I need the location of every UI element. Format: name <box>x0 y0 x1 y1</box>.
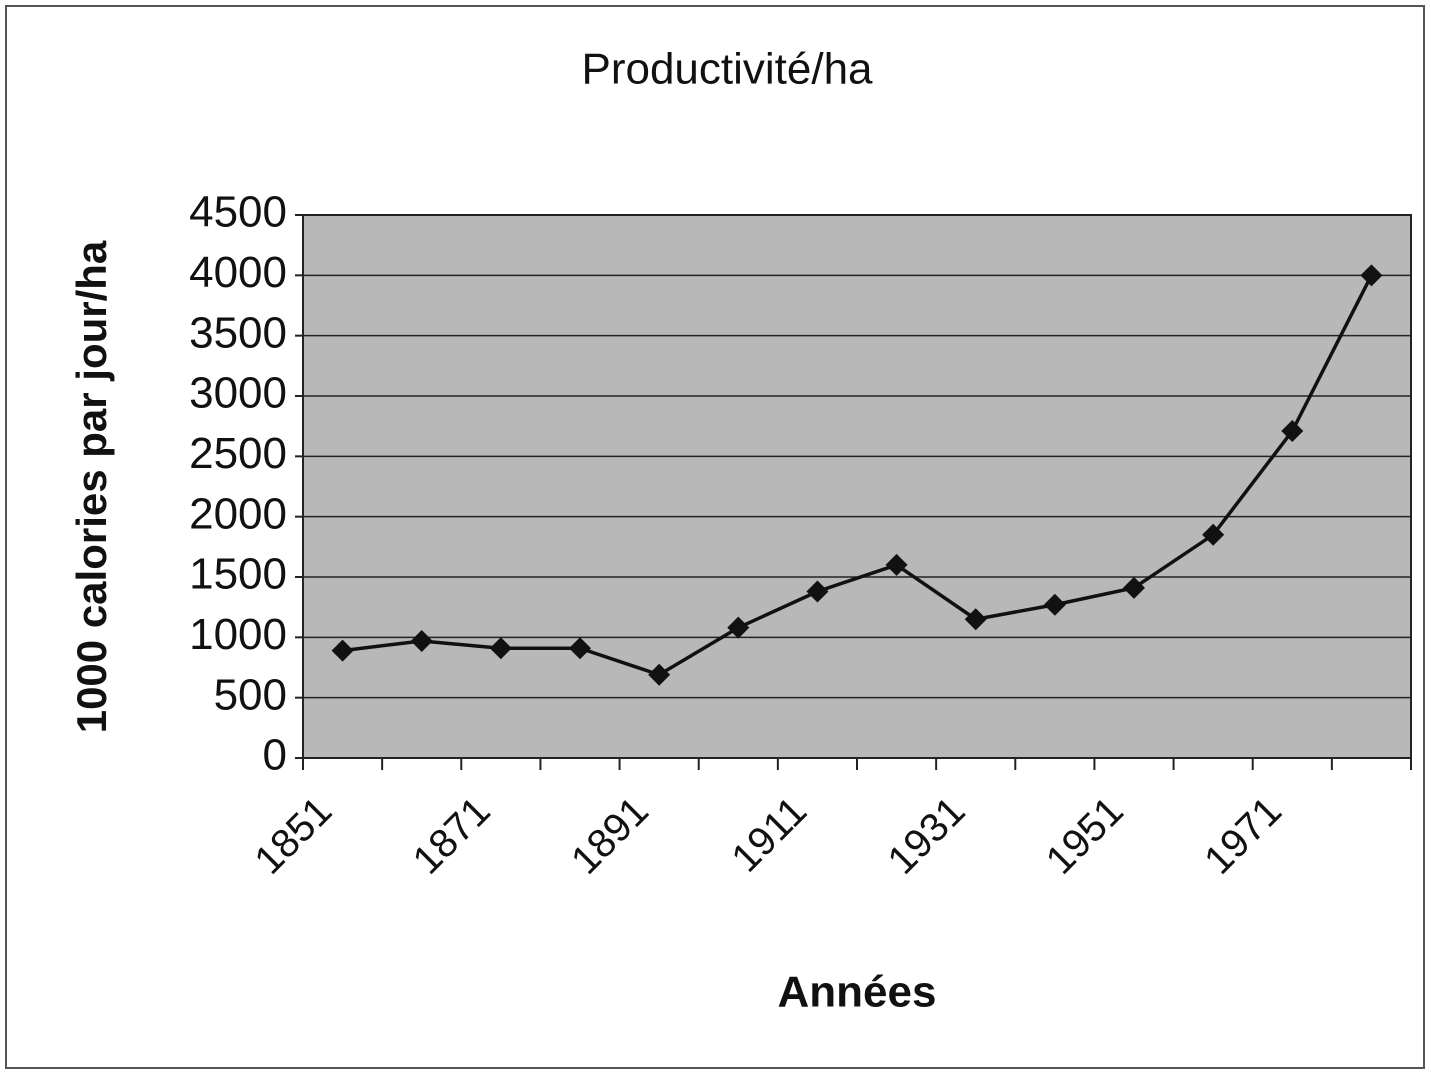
y-tick-label: 4500 <box>189 188 287 237</box>
line <box>342 274 1373 677</box>
marker <box>331 639 354 662</box>
marker <box>569 637 591 660</box>
marker <box>885 553 908 576</box>
marker <box>1360 264 1383 287</box>
y-tick-label: 500 <box>214 670 287 719</box>
x-axis-label: Années <box>778 968 937 1017</box>
y-tick-label: 0 <box>263 731 287 780</box>
y-tick-label: 2500 <box>189 429 287 478</box>
marker <box>806 580 829 603</box>
y-tick-label: 3500 <box>189 308 287 357</box>
plot-area <box>302 214 1412 759</box>
marker <box>964 608 987 631</box>
y-tick-label: 1500 <box>189 550 287 599</box>
marker <box>1202 523 1225 546</box>
y-tick-label: 2000 <box>189 489 287 538</box>
marker <box>410 629 433 652</box>
marker <box>1281 419 1304 442</box>
marker <box>727 616 750 639</box>
y-tick-label: 4000 <box>189 248 287 297</box>
marker <box>489 637 512 660</box>
marker <box>648 663 671 686</box>
marker <box>1043 593 1066 616</box>
marker <box>1123 576 1145 599</box>
y-axis-label: 1000 calories par jour/ha <box>68 240 115 733</box>
chart-title: Productivité/ha <box>581 45 873 94</box>
y-tick-label: 1000 <box>189 610 287 659</box>
y-tick-label: 3000 <box>189 369 287 418</box>
